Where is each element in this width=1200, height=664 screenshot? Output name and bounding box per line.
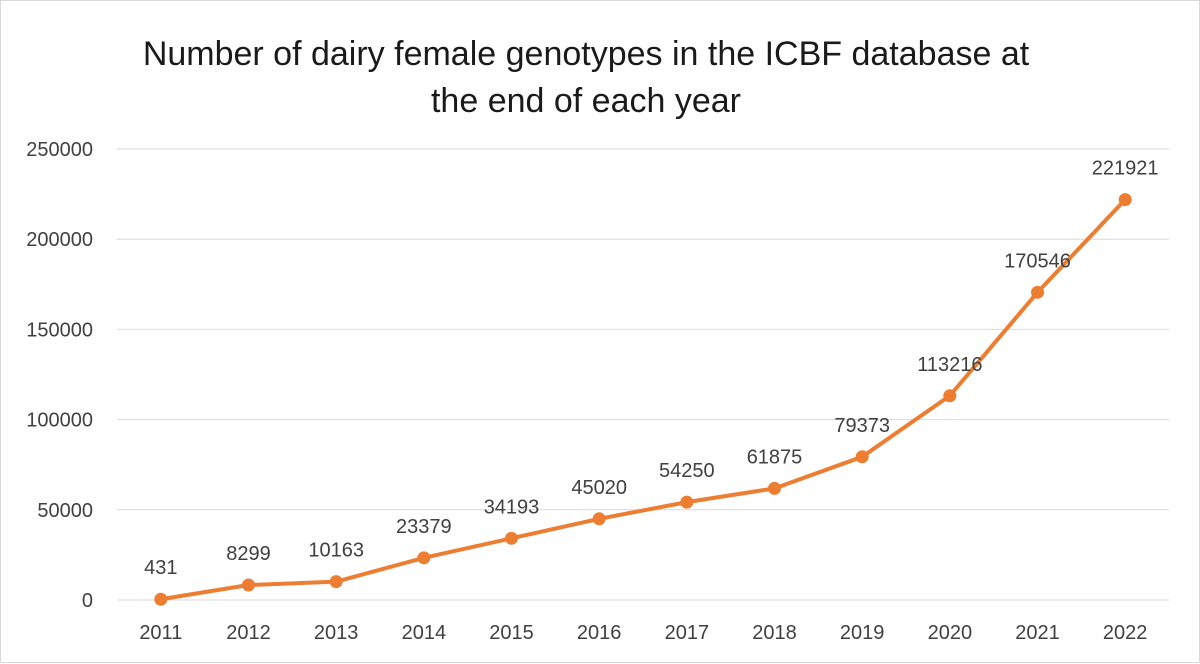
x-tick-label: 2022: [1103, 622, 1148, 644]
x-tick-label: 2020: [928, 622, 973, 644]
x-tick-label: 2014: [402, 622, 447, 644]
data-label: 113216: [917, 354, 982, 376]
data-point: [1031, 285, 1044, 299]
x-tick-label: 2015: [489, 622, 534, 644]
data-point: [505, 531, 518, 545]
data-point: [943, 389, 957, 403]
x-tick-label: 2012: [226, 622, 271, 644]
series-line: [158, 197, 1128, 602]
y-tick-label: 100000: [26, 410, 93, 432]
data-label: 431: [144, 557, 177, 579]
data-label: 61875: [747, 446, 803, 468]
chart-title-line-2: the end of each year: [430, 82, 741, 120]
data-point: [592, 512, 606, 526]
y-tick-label: 250000: [26, 139, 93, 161]
data-label: 45020: [571, 477, 627, 499]
data-point: [329, 575, 343, 589]
data-point: [855, 450, 869, 464]
x-tick-label: 2016: [577, 622, 622, 644]
data-label: 79373: [834, 415, 890, 437]
data-point: [768, 481, 781, 495]
x-axis-tick-labels: 2011 2012 2013 2014 2015 2016 2017 2018 2019 2020…: [139, 622, 1147, 644]
y-tick-label: 0: [82, 590, 93, 612]
data-label: 54250: [659, 460, 715, 482]
chart-title: Number of dairy female genotypes in the …: [1, 31, 1171, 125]
data-point: [1118, 193, 1132, 207]
data-label: 8299: [226, 543, 271, 565]
chart-title-line-1: Number of dairy female genotypes in the …: [142, 35, 1030, 73]
y-tick-label: 200000: [26, 229, 93, 251]
y-axis-tick-labels: 0 50000 100000 150000 200000 250000: [26, 139, 93, 612]
x-tick-label: 2019: [840, 622, 885, 644]
y-tick-label: 50000: [37, 500, 93, 522]
x-tick-label: 2021: [1015, 622, 1060, 644]
data-label: 34193: [484, 496, 540, 518]
x-tick-label: 2017: [665, 622, 710, 644]
data-labels: 431 8299 10163 23379 34193 45020 54250 61875 793…: [144, 158, 1158, 580]
x-tick-label: 2013: [314, 622, 359, 644]
data-point: [680, 495, 694, 509]
y-tick-label: 150000: [26, 319, 93, 341]
x-tick-label: 2018: [752, 622, 797, 644]
x-tick-label: 2011: [139, 622, 182, 644]
data-point: [242, 578, 255, 592]
data-label: 10163: [308, 540, 364, 562]
data-label: 221921: [1092, 158, 1159, 180]
series-line-group: [154, 193, 1132, 606]
gridlines: [117, 148, 1169, 601]
data-point: [417, 551, 431, 565]
data-point: [154, 592, 168, 606]
data-label: 23379: [396, 516, 452, 538]
data-label: 170546: [1004, 250, 1071, 272]
